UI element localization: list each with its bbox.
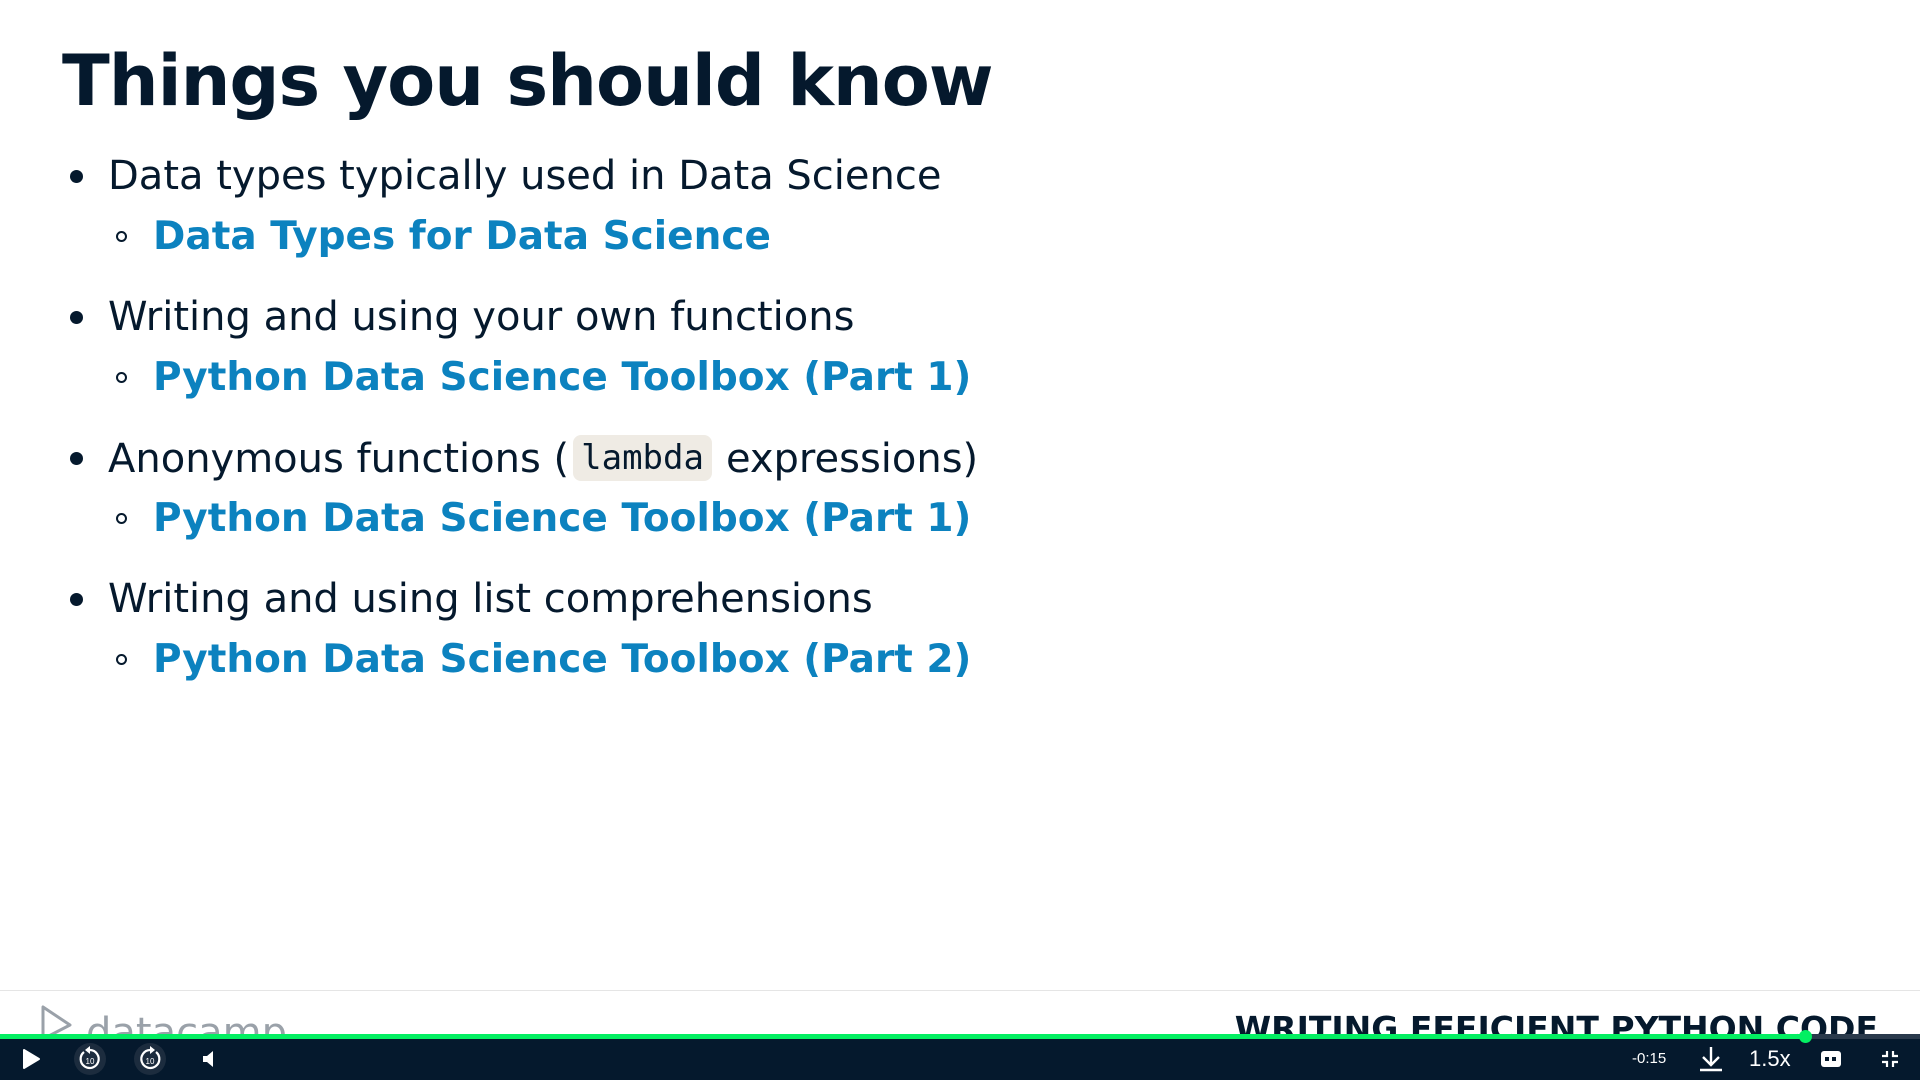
rewind-10-button[interactable]: 10 bbox=[70, 1040, 110, 1078]
expressions-text: expressions) bbox=[725, 436, 979, 482]
progress-handle[interactable] bbox=[1798, 1030, 1812, 1043]
play-button[interactable] bbox=[14, 1040, 48, 1078]
download-icon bbox=[1700, 1047, 1722, 1072]
slide-title: Things you should know bbox=[62, 40, 994, 122]
bullet-dot bbox=[70, 311, 83, 324]
time-remaining: -0:15 bbox=[1632, 1050, 1667, 1067]
link-toolbox-part-1[interactable]: Python Data Science Toolbox (Part 1) bbox=[153, 355, 972, 400]
exit-fullscreen-button[interactable] bbox=[1874, 1040, 1906, 1078]
bullet-dot bbox=[70, 452, 83, 465]
sub-bullet-circle bbox=[116, 372, 127, 383]
lambda-code: lambda bbox=[573, 435, 712, 481]
forward-seconds-label: 10 bbox=[146, 1057, 155, 1066]
sub-bullet-circle bbox=[116, 231, 127, 242]
captions-button[interactable] bbox=[1816, 1040, 1846, 1078]
anonymous-functions-text: Anonymous functions ( bbox=[108, 436, 570, 482]
link-toolbox-part-2[interactable]: Python Data Science Toolbox (Part 2) bbox=[153, 637, 972, 682]
forward-10-icon: 10 bbox=[134, 1043, 166, 1075]
captions-icon bbox=[1821, 1051, 1841, 1067]
bullet-text-list-comprehensions: Writing and using list comprehensions bbox=[108, 576, 873, 622]
download-button[interactable] bbox=[1694, 1040, 1728, 1078]
playback-speed-button[interactable]: 1.5x bbox=[1749, 1046, 1791, 1071]
progress-fill bbox=[0, 1034, 1805, 1039]
sub-bullet-circle bbox=[116, 654, 127, 665]
bullet-dot bbox=[70, 170, 83, 183]
video-control-bar bbox=[0, 1036, 1920, 1080]
exit-fullscreen-icon bbox=[1882, 1051, 1898, 1067]
sub-bullet-circle bbox=[116, 513, 127, 524]
link-data-types-for-data-science[interactable]: Data Types for Data Science bbox=[153, 214, 771, 259]
forward-10-button[interactable]: 10 bbox=[130, 1040, 170, 1078]
footer-divider bbox=[0, 990, 1920, 991]
play-icon bbox=[23, 1049, 40, 1069]
datacamp-logo-icon bbox=[41, 1005, 72, 1040]
bullet-text-own-functions: Writing and using your own functions bbox=[108, 294, 855, 340]
link-toolbox-part-1-lambda[interactable]: Python Data Science Toolbox (Part 1) bbox=[153, 496, 972, 541]
bullet-dot bbox=[70, 593, 83, 606]
progress-bar[interactable] bbox=[0, 1030, 1920, 1043]
slide: Things you should know Data types typica… bbox=[0, 40, 1920, 1040]
rewind-seconds-label: 10 bbox=[86, 1057, 95, 1066]
volume-icon bbox=[203, 1051, 213, 1067]
bullet-text-anonymous-functions: Anonymous functions (lambda expressions) bbox=[108, 435, 979, 484]
bullet-text-data-types: Data types typically used in Data Scienc… bbox=[108, 153, 942, 199]
rewind-10-icon: 10 bbox=[74, 1043, 106, 1075]
volume-button[interactable] bbox=[196, 1040, 222, 1078]
